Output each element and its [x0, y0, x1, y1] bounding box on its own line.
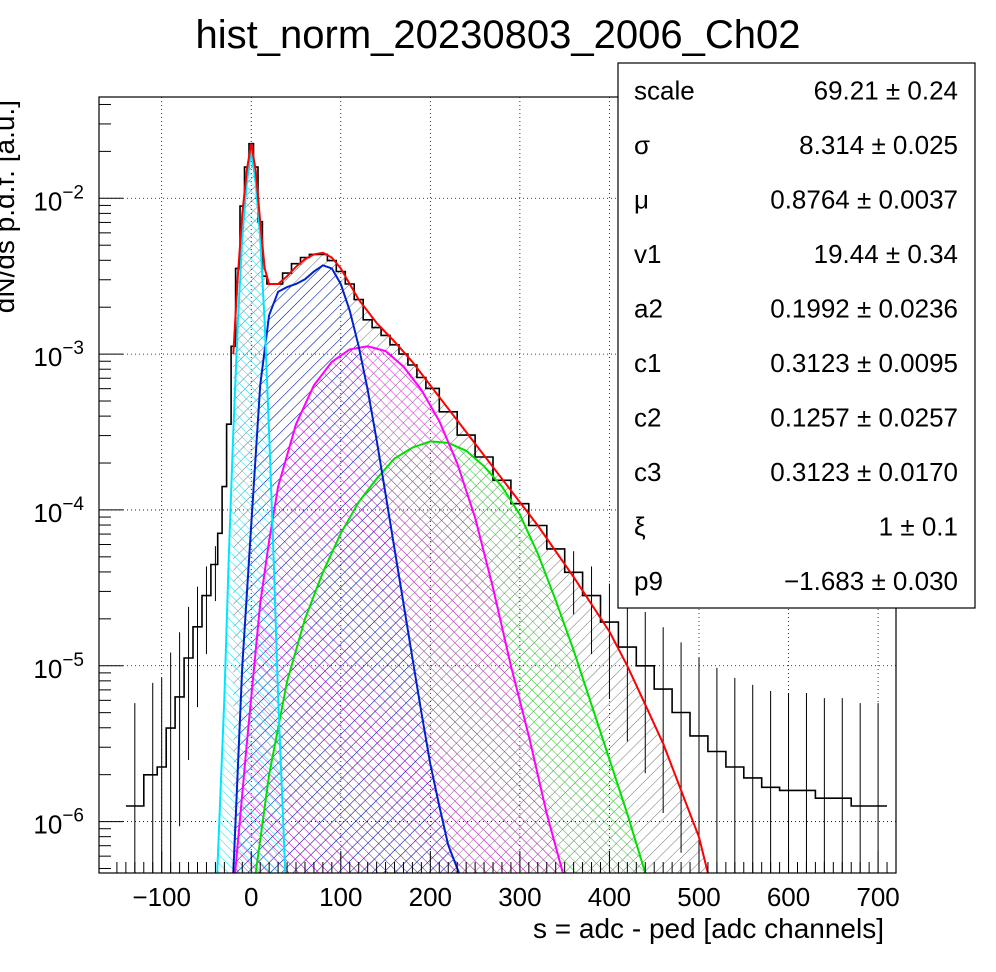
x-tick-label-6: 500: [677, 882, 720, 912]
stats-row-name-0: scale: [634, 75, 695, 105]
x-axis: −100 0 100 200 300 400 500 600 700: [116, 851, 900, 912]
stats-row-name-6: c2: [634, 402, 661, 432]
stats-row-value-5: 0.3123 ± 0.0095: [770, 348, 958, 378]
x-tick-label-1: 0: [244, 882, 258, 912]
y-tick-label-3: 10−5: [33, 650, 84, 684]
component-fill-3: [233, 265, 459, 873]
stats-row-value-8: 1 ± 0.1: [879, 511, 958, 541]
fit-parameters-box: scale 69.21 ± 0.24 σ 8.314 ± 0.025 μ 0.8764 ±…: [617, 62, 976, 609]
stats-row-name-2: μ: [634, 184, 649, 214]
x-tick-label-0: −100: [132, 882, 191, 912]
stats-row-value-9: −1.683 ± 0.030: [784, 566, 958, 596]
x-tick-label-3: 200: [409, 882, 452, 912]
stats-row-value-1: 8.314 ± 0.025: [799, 130, 958, 160]
y-tick-label-4: 10−6: [33, 806, 84, 840]
stats-row-name-5: c1: [634, 348, 661, 378]
y-tick-label-2: 10−4: [33, 494, 84, 528]
stats-row-value-4: 0.1992 ± 0.0236: [770, 293, 958, 323]
component-curve-2: [216, 151, 287, 873]
stats-row-name-8: ξ: [634, 511, 646, 541]
stats-row-value-2: 0.8764 ± 0.0037: [770, 184, 958, 214]
stats-row-value-0: 69.21 ± 0.24: [814, 75, 958, 105]
y-tick-label-1: 10−3: [33, 338, 84, 372]
y-axis: 10−2 10−3 10−4 10−5 10−6: [33, 103, 123, 869]
x-tick-label-7: 600: [767, 882, 810, 912]
stats-row-name-1: σ: [634, 130, 650, 160]
component-curve-3: [232, 264, 460, 873]
x-axis-label: s = adc - ped [adc channels]: [533, 913, 884, 944]
plot-area: [125, 142, 887, 873]
stats-row-value-6: 0.1257 ± 0.0257: [770, 402, 958, 432]
stats-row-value-7: 0.3123 ± 0.0170: [770, 457, 958, 487]
x-tick-label-5: 400: [588, 882, 631, 912]
x-tick-label-2: 100: [319, 882, 362, 912]
stats-row-value-3: 19.44 ± 0.34: [814, 239, 958, 269]
chart-title: hist_norm_20230803_2006_Ch02: [196, 13, 801, 57]
stats-box-frame: [617, 62, 976, 609]
stats-row-name-7: c3: [634, 457, 661, 487]
y-axis-label: dN/ds p.d.f. [a.u.]: [0, 100, 20, 313]
x-tick-label-8: 700: [856, 882, 899, 912]
x-tick-label-4: 300: [498, 882, 541, 912]
y-tick-label-0: 10−2: [33, 182, 84, 216]
data-histogram: [125, 142, 887, 807]
total-fit-curve: [232, 143, 709, 873]
stats-row-name-3: v1: [634, 239, 661, 269]
stats-row-name-9: p9: [634, 566, 663, 596]
stats-row-name-4: a2: [634, 293, 663, 323]
